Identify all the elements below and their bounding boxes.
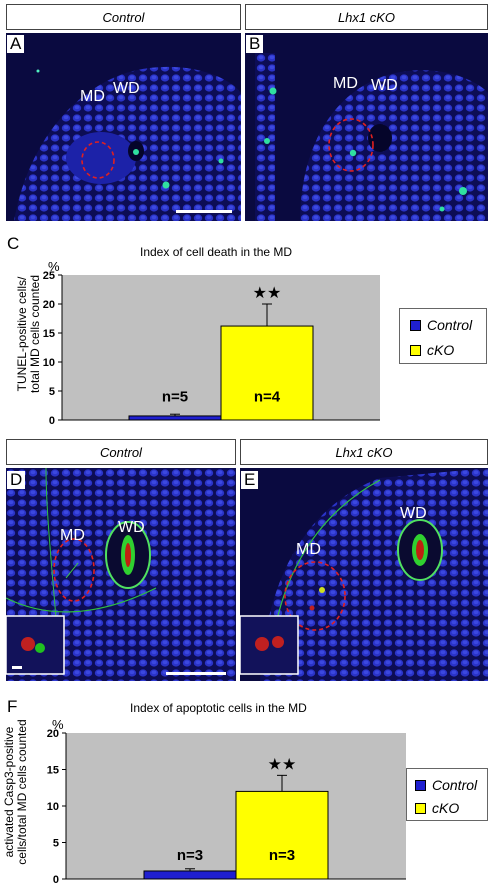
label-wd-b: WD — [371, 77, 398, 94]
chart-f-ytick-label-0: 0 — [53, 874, 59, 886]
md-outline-a — [81, 141, 115, 179]
legend-f: Control cKO — [406, 768, 488, 821]
legend-f-control-label: Control — [432, 777, 478, 793]
header-control-mid: Control — [6, 439, 236, 465]
chart-f-title: Index of apoptotic cells in the MD — [130, 701, 307, 715]
legend-f-cko-label: cKO — [432, 800, 460, 816]
chart-c-significance: ★★ — [253, 285, 282, 302]
legend-c: Control cKO — [399, 308, 487, 364]
inset-e — [240, 615, 299, 675]
chart-c-ytick-label-5: 25 — [43, 270, 55, 282]
panel-letter-d: D — [7, 471, 26, 489]
chart-c-ylabel: TUNEL-positive cells/ total MD cells cou… — [15, 254, 42, 414]
legend-c-control: Control — [410, 317, 472, 333]
chart-f-ytick-label-4: 20 — [47, 728, 59, 740]
legend-f-cko: cKO — [415, 800, 459, 816]
panel-letter-b: B — [246, 35, 264, 53]
label-wd-d: WD — [118, 519, 145, 536]
chart-f-n-label-1: n=3 — [269, 847, 295, 864]
chart-f-unit: % — [52, 717, 64, 732]
chart-c-title: Index of cell death in the MD — [140, 245, 293, 259]
header-cko-top: Lhx1 cKO — [245, 4, 488, 30]
chart-f-bar-control — [143, 870, 237, 880]
chart-f-n-label-0: n=3 — [177, 847, 203, 864]
panel-letter-c: C — [7, 234, 20, 253]
header-cko-mid: Lhx1 cKO — [240, 439, 488, 465]
md-outline-e — [284, 561, 346, 631]
legend-c-control-swatch — [410, 319, 421, 331]
chart-c-bar-control — [128, 415, 222, 421]
label-md-b: MD — [333, 75, 358, 92]
chart-f-ytick-label-1: 5 — [53, 838, 59, 850]
chart-c-ytick-label-2: 10 — [43, 357, 55, 369]
chart-f-ytick-label-2: 10 — [47, 801, 59, 813]
micrograph-e-image — [240, 468, 488, 681]
panel-letter-e: E — [241, 471, 259, 489]
chart-c-bar-cko — [220, 325, 314, 421]
label-wd-a: WD — [113, 80, 140, 97]
header-control-top: Control — [6, 4, 241, 30]
legend-f-control-swatch — [415, 779, 426, 791]
micrograph-d — [6, 468, 236, 681]
chart-f-significance: ★★ — [268, 756, 297, 773]
micrograph-b-image — [245, 33, 488, 221]
chart-f-bar-cko — [235, 790, 329, 880]
chart-c-ytick-label-1: 5 — [49, 386, 55, 398]
legend-c-cko-swatch — [410, 344, 421, 356]
micrograph-e — [240, 468, 488, 681]
md-outline-d — [53, 538, 95, 602]
micrograph-a — [6, 33, 241, 221]
panel-letter-a: A — [7, 35, 25, 53]
scale-bar-a — [176, 210, 232, 213]
chart-c-unit: % — [48, 259, 60, 274]
label-md-a: MD — [80, 88, 105, 105]
label-md-e: MD — [296, 541, 321, 558]
chart-c-ytick-label-3: 15 — [43, 328, 55, 340]
micrograph-b — [245, 33, 488, 221]
chart-c-n-label-0: n=5 — [162, 388, 188, 405]
label-wd-e: WD — [400, 505, 427, 522]
chart-c: % 0 5 10 15 20 25 n=5 n=4 ★★ — [43, 259, 380, 427]
md-outline-b — [328, 118, 374, 172]
chart-c-ytick-label-0: 0 — [49, 415, 55, 427]
micrograph-a-image — [6, 33, 241, 221]
scale-bar-d — [166, 672, 226, 675]
chart-f-ytick-label-3: 15 — [47, 765, 59, 777]
legend-f-cko-swatch — [415, 802, 426, 814]
micrograph-d-image — [6, 468, 236, 681]
label-md-d: MD — [60, 527, 85, 544]
chart-c-ytick-label-4: 20 — [43, 299, 55, 311]
chart-f: % 0 5 10 15 20 n=3 n=3 ★★ — [47, 717, 406, 886]
legend-f-control: Control — [415, 777, 477, 793]
panel-letter-f: F — [7, 697, 18, 716]
legend-c-control-label: Control — [427, 317, 473, 333]
inset-d — [6, 615, 65, 675]
legend-c-cko-label: cKO — [427, 342, 455, 358]
chart-c-n-label-1: n=4 — [254, 388, 281, 405]
legend-c-cko: cKO — [410, 342, 454, 358]
